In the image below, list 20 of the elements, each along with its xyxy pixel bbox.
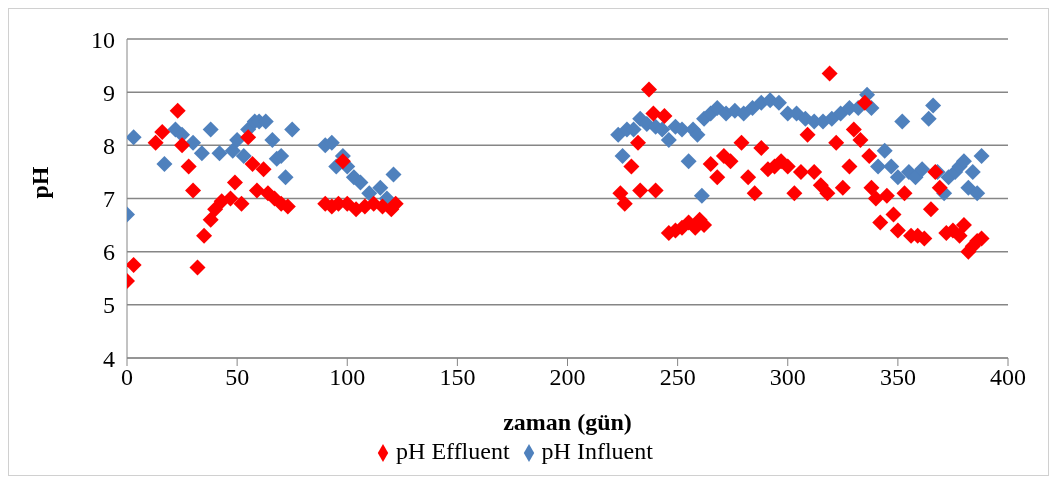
x-tick-label: 50 — [225, 364, 250, 391]
x-tick-label: 300 — [769, 364, 806, 391]
x-tick-label: 100 — [329, 364, 366, 391]
x-tick-label: 350 — [879, 364, 916, 391]
x-axis-title: zaman (gün) — [503, 409, 632, 435]
x-tick-label: 400 — [990, 364, 1026, 391]
legend-label: pH Influent — [541, 438, 653, 464]
y-tick-label: 4 — [103, 345, 115, 372]
legend-label: pH Effluent — [396, 438, 510, 464]
y-tick-label: 10 — [91, 26, 115, 53]
y-tick-label: 8 — [103, 132, 115, 159]
y-tick-label: 9 — [103, 79, 115, 106]
y-tick-label: 6 — [103, 239, 115, 266]
x-tick-label: 150 — [439, 364, 476, 391]
x-tick-label: 0 — [121, 364, 133, 391]
x-tick-label: 250 — [659, 364, 696, 391]
y-tick-label: 7 — [103, 186, 115, 213]
y-tick-label: 5 — [103, 292, 115, 319]
x-tick-label: 200 — [549, 364, 586, 391]
y-axis-title: pH — [26, 166, 53, 199]
